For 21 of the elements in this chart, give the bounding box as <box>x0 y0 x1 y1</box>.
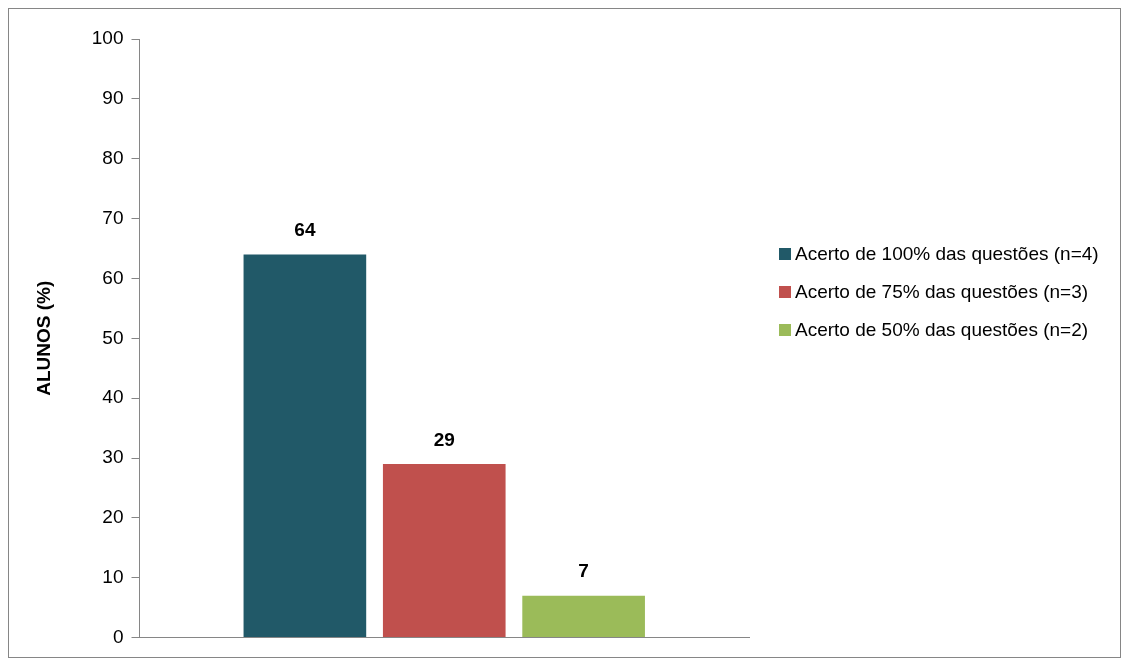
y-tick-label: 50 <box>102 326 124 348</box>
bar <box>382 464 506 638</box>
y-tick-label: 70 <box>102 206 124 228</box>
y-tick-label: 0 <box>112 625 124 647</box>
y-tick-label: 20 <box>102 506 124 528</box>
y-tick-label: 80 <box>102 146 124 168</box>
data-label: 7 <box>578 560 589 582</box>
bar <box>522 595 645 638</box>
y-tick-label: 40 <box>102 386 124 408</box>
data-label: 64 <box>294 219 316 241</box>
y-tick-label: 60 <box>102 266 124 288</box>
y-tick-label: 10 <box>102 565 124 587</box>
data-label: 29 <box>433 428 455 450</box>
y-tick-label: 30 <box>102 446 124 468</box>
bar <box>243 254 367 638</box>
y-tick-label: 90 <box>102 87 124 109</box>
legend-label: Acerto de 50% das questões (n=2) <box>795 318 1090 342</box>
legend-label: Acerto de 75% das questões (n=3) <box>795 280 1090 304</box>
legend-label: Acerto de 100% das questões (n=4) <box>795 242 1100 266</box>
y-tick-label: 100 <box>91 27 124 49</box>
y-axis-title: ALUNOS (%) <box>32 280 54 396</box>
